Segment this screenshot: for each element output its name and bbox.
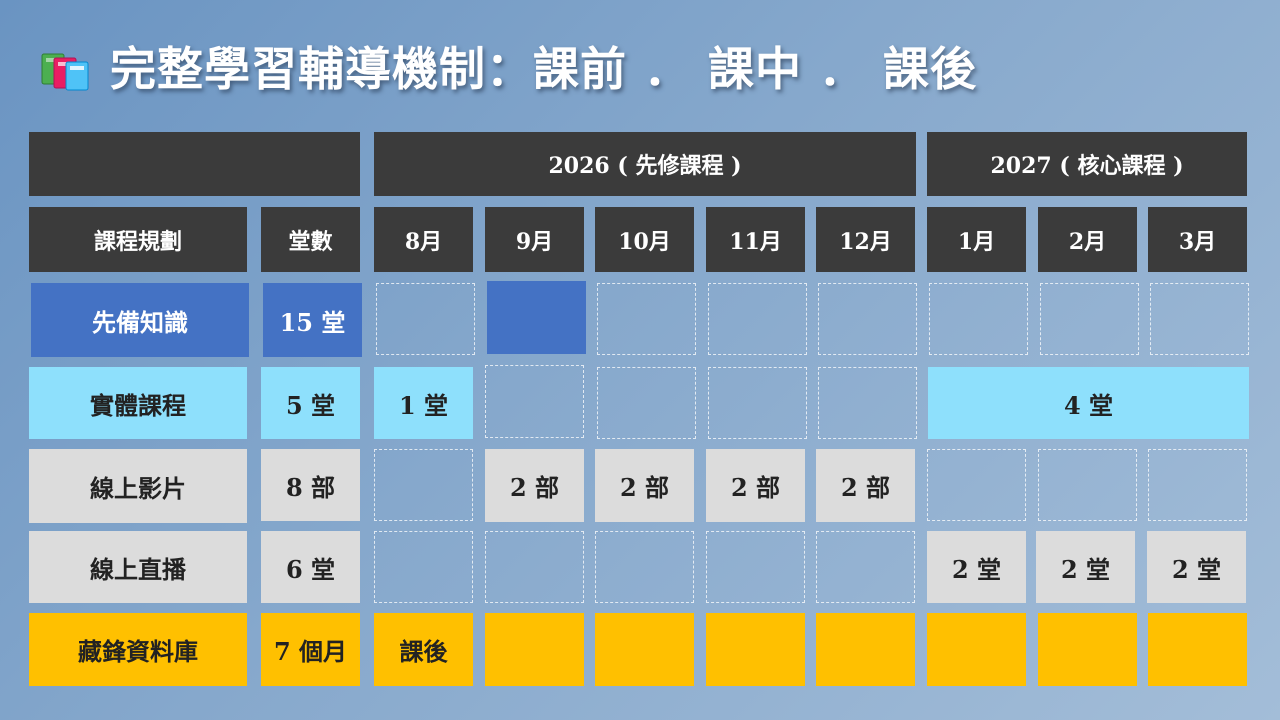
row-prerequisite-mar bbox=[1150, 283, 1249, 355]
row-video-mar bbox=[1148, 449, 1247, 521]
row-database-sep bbox=[485, 613, 584, 686]
header-month-nov: 11月 bbox=[706, 207, 805, 272]
row-video-count: 8 部 bbox=[261, 449, 360, 521]
header-year-2026: 2026 ( 先修課程 ) bbox=[374, 132, 916, 196]
row-database-nov bbox=[706, 613, 805, 686]
row-live-count: 6 堂 bbox=[261, 531, 360, 603]
row-database-label: 藏鋒資料庫 bbox=[29, 613, 247, 686]
row-video-label: 線上影片 bbox=[29, 449, 247, 523]
row-prerequisite-nov bbox=[708, 283, 807, 355]
row-video-sep: 2 部 bbox=[485, 449, 584, 522]
title-text: 完整學習輔導機制：課前 ． 課中 ． 課後 bbox=[110, 42, 978, 96]
row-prerequisite-oct bbox=[597, 283, 696, 355]
row-database-aug: 課後 bbox=[374, 613, 473, 686]
row-database-feb bbox=[1038, 613, 1137, 686]
row-physical-core: 4 堂 bbox=[928, 367, 1249, 439]
row-database-mar bbox=[1148, 613, 1247, 686]
header-plan: 課程規劃 bbox=[29, 207, 247, 272]
row-video-nov: 2 部 bbox=[706, 449, 805, 522]
header-month-dec: 12月 bbox=[816, 207, 915, 272]
row-prerequisite-aug bbox=[376, 283, 475, 355]
row-live-label: 線上直播 bbox=[29, 531, 247, 603]
row-live-oct bbox=[595, 531, 694, 603]
header-month-feb: 2月 bbox=[1038, 207, 1137, 272]
row-prerequisite-feb bbox=[1040, 283, 1139, 355]
row-prerequisite-sep bbox=[487, 281, 586, 354]
header-month-oct: 10月 bbox=[595, 207, 694, 272]
header-count: 堂數 bbox=[261, 207, 360, 272]
header-month-sep: 9月 bbox=[485, 207, 584, 272]
row-prerequisite-dec bbox=[818, 283, 917, 355]
row-prerequisite-count: 15 堂 bbox=[263, 283, 362, 357]
header-year-2027: 2027 ( 核心課程 ) bbox=[927, 132, 1247, 196]
row-live-aug bbox=[374, 531, 473, 603]
row-video-jan bbox=[927, 449, 1026, 521]
header-month-aug: 8月 bbox=[374, 207, 473, 272]
row-physical-label: 實體課程 bbox=[29, 367, 247, 439]
row-live-mar: 2 堂 bbox=[1147, 531, 1246, 603]
books-icon bbox=[41, 53, 89, 91]
row-live-jan: 2 堂 bbox=[927, 531, 1026, 603]
header-blank bbox=[29, 132, 360, 196]
header-month-jan: 1月 bbox=[927, 207, 1026, 272]
row-physical-oct bbox=[597, 367, 696, 439]
row-database-dec bbox=[816, 613, 915, 686]
row-database-jan bbox=[927, 613, 1026, 686]
row-live-dec bbox=[816, 531, 915, 603]
row-physical-aug: 1 堂 bbox=[374, 367, 473, 439]
row-database-oct bbox=[595, 613, 694, 686]
header-month-mar: 3月 bbox=[1148, 207, 1247, 272]
row-video-aug bbox=[374, 449, 473, 521]
row-live-nov bbox=[706, 531, 805, 603]
row-physical-count: 5 堂 bbox=[261, 367, 360, 439]
row-prerequisite-label: 先備知識 bbox=[31, 283, 249, 357]
row-video-feb bbox=[1038, 449, 1137, 521]
row-video-oct: 2 部 bbox=[595, 449, 694, 522]
row-prerequisite-jan bbox=[929, 283, 1028, 355]
row-video-dec: 2 部 bbox=[816, 449, 915, 522]
row-physical-sep bbox=[485, 365, 584, 438]
page-title: 完整學習輔導機制：課前 ． 課中 ． 課後 bbox=[40, 30, 977, 102]
row-database-count: 7 個月 bbox=[261, 613, 360, 686]
row-live-sep bbox=[485, 531, 584, 603]
row-physical-dec bbox=[818, 367, 917, 439]
row-physical-nov bbox=[708, 367, 807, 439]
row-live-feb: 2 堂 bbox=[1036, 531, 1135, 603]
